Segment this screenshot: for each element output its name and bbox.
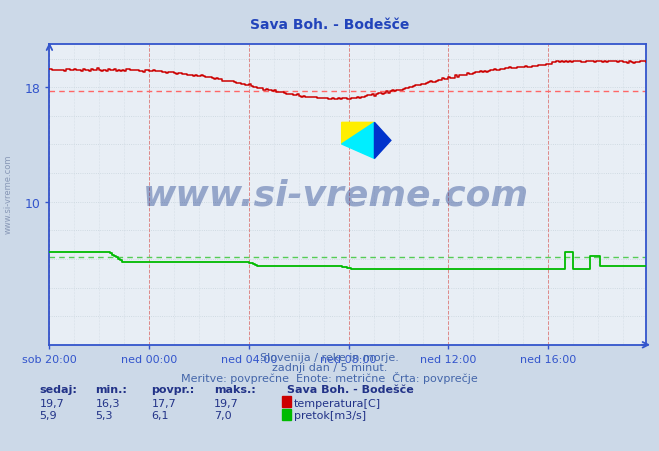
Text: povpr.:: povpr.:	[152, 384, 195, 394]
Text: sedaj:: sedaj:	[40, 384, 77, 394]
Text: 19,7: 19,7	[40, 398, 65, 408]
Text: Meritve: povprečne  Enote: metrične  Črta: povprečje: Meritve: povprečne Enote: metrične Črta:…	[181, 371, 478, 383]
Text: Sava Boh. - Bodešče: Sava Boh. - Bodešče	[287, 384, 413, 394]
Text: 6,1: 6,1	[152, 410, 169, 420]
Text: maks.:: maks.:	[214, 384, 256, 394]
Text: www.si-vreme.com: www.si-vreme.com	[142, 178, 529, 212]
Text: zadnji dan / 5 minut.: zadnji dan / 5 minut.	[272, 362, 387, 372]
Text: www.si-vreme.com: www.si-vreme.com	[3, 154, 13, 234]
Polygon shape	[341, 123, 374, 159]
Text: pretok[m3/s]: pretok[m3/s]	[294, 410, 366, 420]
Text: temperatura[C]: temperatura[C]	[294, 398, 381, 408]
Text: Sava Boh. - Bodešče: Sava Boh. - Bodešče	[250, 18, 409, 32]
Polygon shape	[374, 123, 391, 159]
Text: 19,7: 19,7	[214, 398, 239, 408]
Text: min.:: min.:	[96, 384, 127, 394]
Text: 17,7: 17,7	[152, 398, 177, 408]
Text: 16,3: 16,3	[96, 398, 120, 408]
Text: 7,0: 7,0	[214, 410, 232, 420]
Text: Slovenija / reke in morje.: Slovenija / reke in morje.	[260, 353, 399, 363]
Text: 5,3: 5,3	[96, 410, 113, 420]
Text: 5,9: 5,9	[40, 410, 57, 420]
Polygon shape	[341, 123, 374, 145]
